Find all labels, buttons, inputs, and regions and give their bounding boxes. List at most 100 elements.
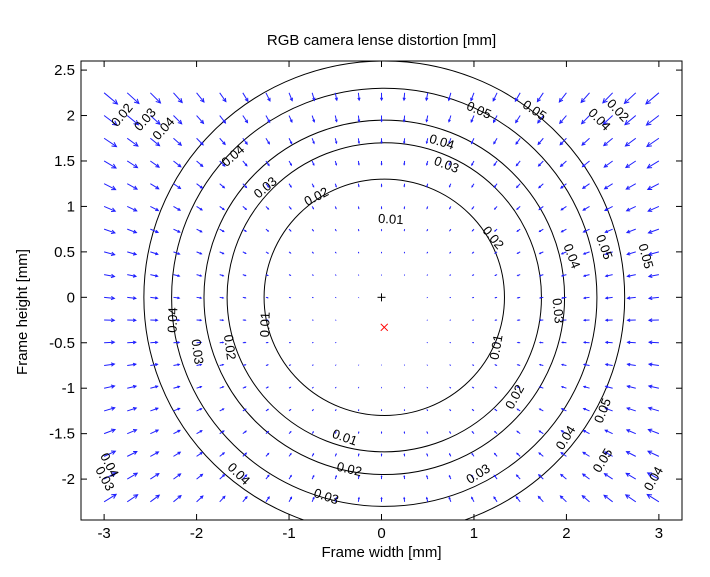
contour-label: 0.04 bbox=[225, 460, 254, 488]
quiver-arrow bbox=[150, 205, 159, 212]
quiver-arrowhead bbox=[470, 141, 474, 145]
quiver-arrow bbox=[605, 274, 613, 277]
quiver-arrow bbox=[103, 407, 115, 412]
quiver-arrow bbox=[150, 183, 159, 190]
quiver-arrowhead bbox=[154, 296, 159, 300]
y-tick-label: 2.5 bbox=[54, 62, 75, 79]
quiver-arrowhead bbox=[267, 430, 270, 433]
quiver-arrow bbox=[581, 115, 590, 125]
quiver-arrowhead bbox=[244, 341, 247, 344]
quiver-arrowhead bbox=[646, 163, 653, 169]
quiver-arrowhead bbox=[624, 119, 630, 126]
quiver-arrow bbox=[515, 115, 521, 123]
quiver-arrowhead bbox=[380, 119, 383, 123]
quiver-arrowhead bbox=[493, 452, 496, 455]
quiver-arrow bbox=[104, 341, 115, 344]
quiver-arrowhead bbox=[559, 473, 564, 477]
quiver-arrow bbox=[173, 205, 181, 211]
quiver-arrow bbox=[582, 451, 590, 457]
quiver-arrowhead bbox=[471, 474, 474, 478]
quiver-arrow bbox=[103, 205, 116, 212]
contour-label: 0.03 bbox=[463, 461, 492, 487]
quiver-arrowhead bbox=[357, 97, 361, 102]
quiver-arrowhead bbox=[647, 362, 653, 367]
quiver-arrowhead bbox=[335, 207, 337, 210]
quiver-arrowhead bbox=[289, 119, 293, 124]
quiver-arrow bbox=[173, 137, 182, 146]
quiver-arrowhead bbox=[155, 229, 160, 234]
quiver-arrow bbox=[626, 205, 636, 212]
quiver-arrow bbox=[242, 115, 248, 123]
quiver-arrowhead bbox=[626, 274, 631, 278]
quiver-arrowhead bbox=[558, 97, 564, 103]
quiver-arrowhead bbox=[514, 97, 519, 103]
quiver-arrow bbox=[127, 296, 136, 299]
quiver-arrowhead bbox=[449, 430, 451, 433]
quiver-arrow bbox=[196, 160, 204, 167]
quiver-arrowhead bbox=[624, 163, 631, 169]
quiver-arrow bbox=[103, 429, 116, 435]
quiver-arrowhead bbox=[155, 185, 160, 190]
quiver-arrow bbox=[604, 473, 613, 480]
contour-label: 0.04 bbox=[552, 423, 578, 452]
quiver-arrowhead bbox=[403, 141, 406, 145]
quiver-arrowhead bbox=[604, 340, 609, 344]
quiver-arrowhead bbox=[626, 407, 631, 411]
quiver-arrowhead bbox=[222, 141, 226, 146]
quiver-arrowhead bbox=[646, 141, 652, 148]
quiver-arrow bbox=[265, 92, 271, 102]
quiver-arrowhead bbox=[289, 408, 292, 411]
quiver-arrowhead bbox=[560, 296, 564, 299]
quiver-arrowhead bbox=[267, 185, 270, 189]
quiver-arrowhead bbox=[447, 97, 451, 102]
quiver-arrow bbox=[311, 92, 315, 101]
quiver-arrowhead bbox=[177, 341, 181, 344]
quiver-arrowhead bbox=[133, 141, 139, 147]
quiver-arrowhead bbox=[471, 185, 474, 188]
quiver-arrowhead bbox=[449, 229, 451, 232]
quiver-arrow bbox=[196, 452, 203, 457]
quiver-arrowhead bbox=[582, 451, 586, 455]
quiver-arrowhead bbox=[604, 407, 609, 411]
quiver-arrowhead bbox=[380, 185, 383, 188]
quiver-arrowhead bbox=[380, 207, 383, 210]
quiver-arrowhead bbox=[625, 229, 631, 234]
quiver-arrowhead bbox=[626, 384, 631, 389]
quiver-arrow bbox=[605, 363, 613, 366]
quiver-arrow bbox=[582, 183, 590, 189]
quiver-arrowhead bbox=[132, 384, 138, 389]
quiver-arrowhead bbox=[646, 472, 653, 477]
quiver-arrow bbox=[150, 451, 159, 457]
quiver-arrow bbox=[538, 496, 544, 503]
quiver-arrowhead bbox=[177, 207, 182, 211]
quiver-arrowhead bbox=[110, 362, 116, 367]
quiver-arrow bbox=[103, 183, 116, 191]
quiver-arrowhead bbox=[133, 472, 139, 477]
quiver-arrowhead bbox=[133, 451, 138, 455]
quiver-arrowhead bbox=[222, 229, 225, 233]
quiver-arrow bbox=[624, 115, 637, 126]
quiver-arrowhead bbox=[538, 319, 542, 322]
quiver-arrowhead bbox=[199, 451, 204, 455]
quiver-arrowhead bbox=[537, 119, 541, 124]
quiver-arrowhead bbox=[602, 141, 608, 147]
quiver-arrowhead bbox=[516, 430, 519, 433]
quiver-arrowhead bbox=[494, 364, 497, 366]
quiver-arrow bbox=[625, 137, 637, 147]
contour-label: 0.01 bbox=[257, 312, 273, 338]
quiver-arrowhead bbox=[222, 119, 227, 124]
quiver-arrowhead bbox=[222, 473, 226, 477]
quiver-arrowhead bbox=[221, 319, 225, 322]
quiver-arrowhead bbox=[132, 251, 138, 256]
quiver-arrowhead bbox=[470, 97, 474, 102]
quiver-arrowhead bbox=[582, 318, 587, 322]
quiver-arrowhead bbox=[448, 141, 451, 145]
quiver-arrowhead bbox=[267, 496, 270, 500]
quiver-arrowhead bbox=[312, 496, 315, 500]
contour-label: 0.03 bbox=[189, 338, 207, 365]
quiver-arrowhead bbox=[357, 474, 360, 478]
quiver-arrowhead bbox=[448, 163, 451, 166]
quiver-arrow bbox=[127, 251, 137, 255]
quiver-arrowhead bbox=[559, 163, 564, 168]
y-tick-label: 1 bbox=[67, 198, 75, 215]
